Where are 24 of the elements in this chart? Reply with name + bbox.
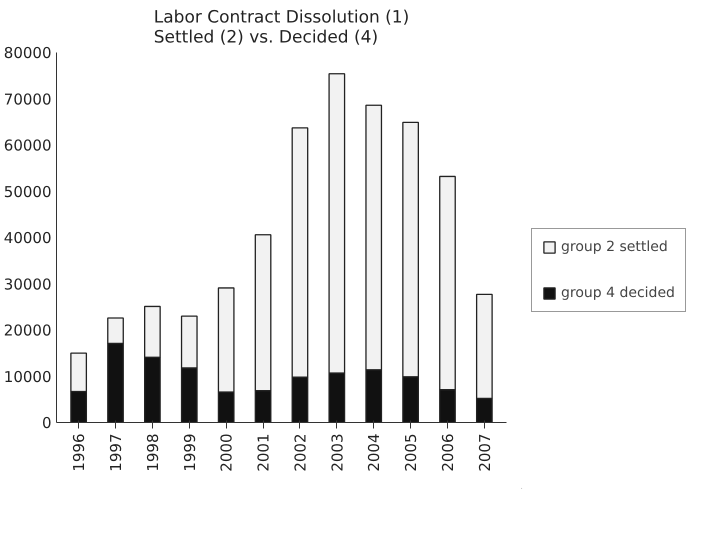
x-tick-label: 1996 (70, 433, 88, 472)
chart-title: Labor Contract Dissolution (1) Settled (2) vs. Decided (4) (154, 8, 410, 48)
x-tick-label: 2001 (254, 433, 273, 472)
y-tick-label: 0 (42, 414, 52, 432)
y-tick-label: 70000 (4, 90, 52, 108)
y-tick-label: 20000 (4, 322, 52, 340)
x-tick-label: 2004 (365, 433, 384, 472)
x-tick-label: 2005 (402, 433, 420, 472)
y-tick-label: 50000 (4, 182, 52, 201)
y-tick-label: 60000 (4, 136, 52, 154)
x-tick-label: 2003 (328, 433, 346, 472)
y-tick-label: 40000 (4, 229, 52, 247)
x-tick-label: 1998 (144, 433, 162, 472)
x-tick-label: 2006 (438, 433, 457, 472)
x-tick-label: 2007 (476, 433, 494, 472)
y-tick-label: 10000 (4, 368, 52, 386)
x-tick-label: 1997 (107, 433, 126, 472)
x-tick-label: 1999 (180, 433, 199, 472)
legend-label: group 4 decided (561, 285, 675, 301)
x-tick-label: 2002 (291, 433, 310, 472)
x-tick-label: 2000 (218, 433, 236, 472)
legend-label: group 2 settled (561, 239, 668, 255)
y-tick-label: 30000 (4, 275, 52, 294)
y-tick-label: 80000 (4, 44, 52, 62)
